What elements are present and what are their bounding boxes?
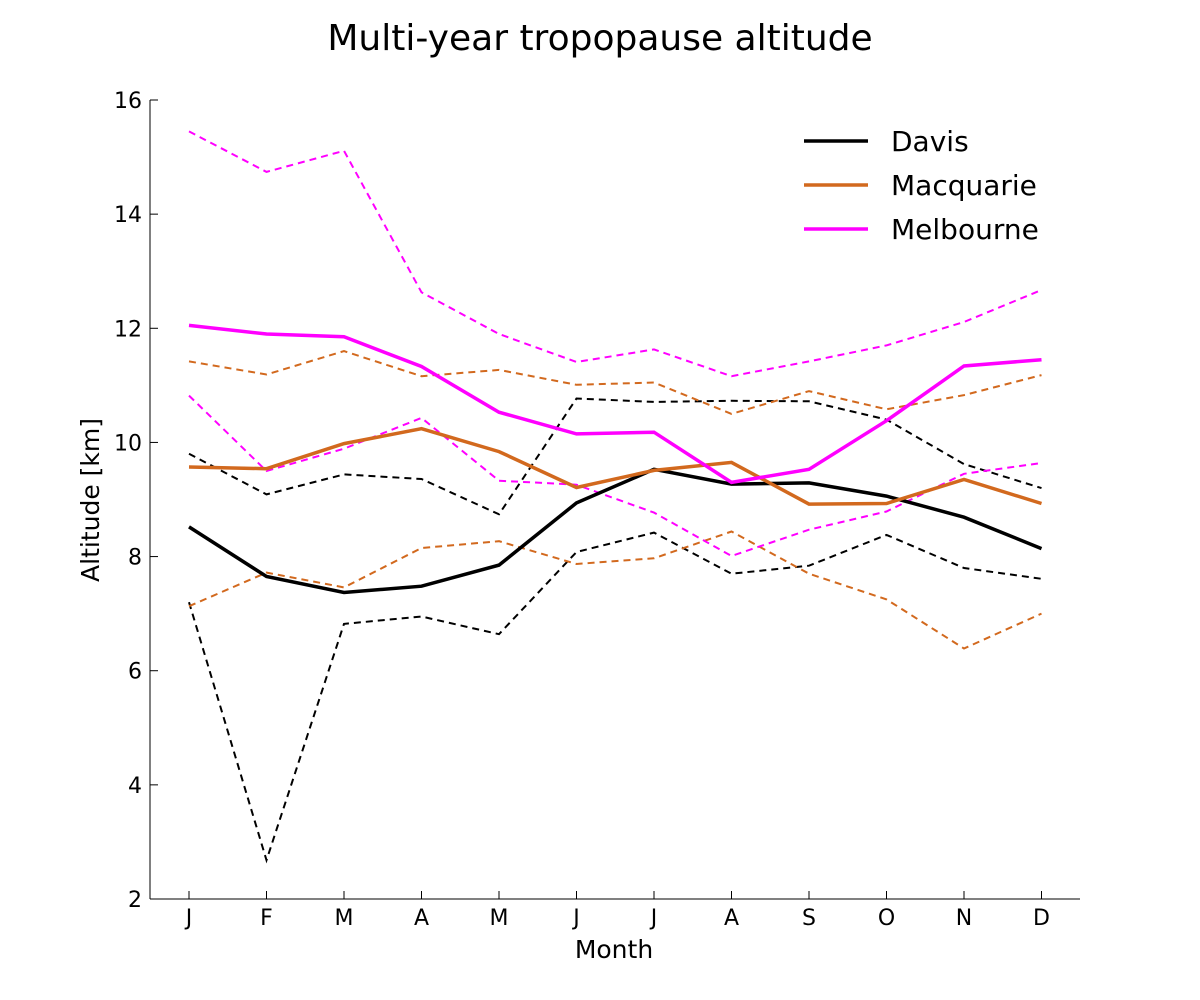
y-tick-label: 6 — [128, 660, 142, 685]
legend-label: Davis — [891, 125, 969, 158]
chart-title: Multi-year tropopause altitude — [327, 18, 872, 59]
x-tick-label: J — [184, 906, 193, 931]
x-tick-label: N — [956, 906, 972, 931]
x-tick-label: M — [490, 906, 509, 931]
x-tick-label: J — [571, 906, 580, 931]
series-lower-dashed — [188, 530, 1042, 650]
y-tick-label: 10 — [114, 431, 142, 456]
series-line-macquarie — [188, 426, 1043, 506]
x-tick-label: J — [649, 906, 658, 931]
y-tick-label: 12 — [114, 317, 142, 342]
y-tick-label: 16 — [114, 89, 142, 114]
series-line-davis — [188, 467, 1043, 595]
series-upper-dashed — [188, 397, 1042, 516]
axes: 2 4 6 8 10 12 14 16 J F M A M J J A S O N D — [114, 89, 1080, 931]
series-lower-dashed — [188, 394, 1042, 558]
x-tick-label: S — [802, 906, 816, 931]
y-axis-title: Altitude [km] — [76, 418, 105, 582]
x-tick-label: O — [878, 906, 895, 931]
series-line-melbourne — [188, 323, 1042, 485]
y-tick-label: 2 — [128, 888, 142, 913]
legend-label: Melbourne — [891, 213, 1039, 246]
series-layer — [188, 130, 1043, 864]
series-upper-dashed — [188, 350, 1042, 415]
y-tick-label: 4 — [128, 774, 142, 799]
x-tick-label: F — [260, 906, 273, 931]
y-tick-label: 14 — [114, 203, 142, 228]
y-tick-label: 8 — [128, 546, 142, 571]
x-tick-label: D — [1033, 906, 1050, 931]
legend: Davis Macquarie Melbourne — [804, 125, 1039, 246]
legend-label: Macquarie — [891, 169, 1037, 202]
x-tick-label: A — [414, 906, 429, 931]
x-tick-label: M — [335, 906, 354, 931]
series-upper-dashed — [188, 130, 1042, 378]
x-tick-label: A — [724, 906, 739, 931]
series-lower-dashed — [188, 531, 1042, 864]
x-axis-title: Month — [575, 935, 653, 964]
